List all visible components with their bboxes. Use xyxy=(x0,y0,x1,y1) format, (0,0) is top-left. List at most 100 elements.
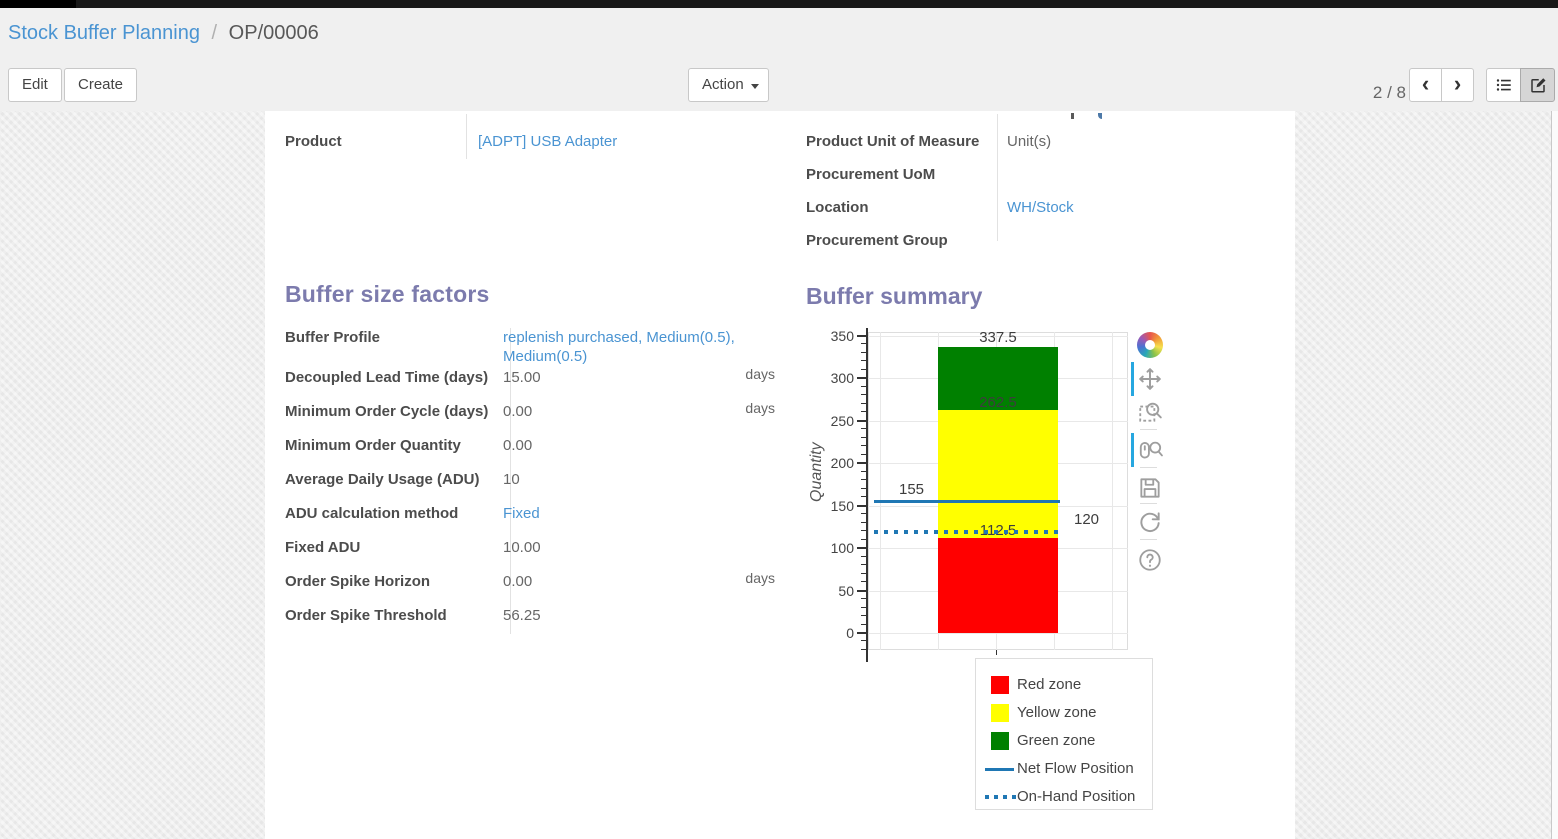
edit-button[interactable]: Edit xyxy=(8,68,62,102)
pager-next-button[interactable]: › xyxy=(1441,68,1474,102)
box-zoom-tool-icon[interactable] xyxy=(1137,399,1163,425)
field-value: 15.00 xyxy=(503,369,541,386)
y-minor-tick xyxy=(861,385,866,387)
zone-boundary-label: 337.5 xyxy=(979,328,1017,346)
reset-tool-icon[interactable] xyxy=(1137,509,1163,535)
field-label: Minimum Order Quantity xyxy=(285,437,461,454)
field-row: Average Daily Usage (ADU) 10 xyxy=(285,468,775,502)
net-flow-position-label: 155 xyxy=(899,481,925,499)
section-title-buffer-summary: Buffer summary xyxy=(806,283,983,309)
field-separator xyxy=(997,114,998,241)
legend-label: Green zone xyxy=(1017,732,1096,749)
form-view-button[interactable] xyxy=(1520,68,1555,102)
field-row: Minimum Order Cycle (days) 0.00 days xyxy=(285,400,775,434)
field-value: 0.00 xyxy=(503,573,533,590)
chart-legend: Red zone Yellow zone Green zone Net Flow Po… xyxy=(975,658,1153,810)
y-tick-label: 100 xyxy=(830,540,854,557)
y-minor-tick xyxy=(861,351,866,353)
field-value: 10.00 xyxy=(503,539,541,556)
field-label: Product Unit of Measure xyxy=(806,133,980,150)
legend-item: On-Hand Position xyxy=(976,783,1152,811)
y-minor-tick xyxy=(861,360,866,362)
zone-red-zone xyxy=(938,537,1058,633)
field-label: Location xyxy=(806,199,869,216)
y-minor-tick xyxy=(861,615,866,617)
field-separator xyxy=(510,328,511,634)
action-label: Action xyxy=(702,76,744,93)
y-minor-tick xyxy=(861,572,866,574)
y-tick-label: 300 xyxy=(830,370,854,387)
save-tool-icon[interactable] xyxy=(1137,475,1163,501)
field-unit: days xyxy=(745,570,775,586)
y-major-tick xyxy=(857,462,866,465)
buffer-factors-group: Buffer Profile replenish purchased, Mediu… xyxy=(285,326,775,638)
breadcrumb-parent-link[interactable]: Stock Buffer Planning xyxy=(8,22,200,44)
field-row: Procurement UoM xyxy=(806,163,1278,196)
field-separator xyxy=(466,114,467,159)
action-dropdown-button[interactable]: Action xyxy=(688,68,769,102)
help-tool-icon[interactable] xyxy=(1137,547,1163,573)
pan-tool-icon[interactable] xyxy=(1137,366,1163,392)
list-view-button[interactable] xyxy=(1486,68,1521,102)
wheel-zoom-tool-icon[interactable] xyxy=(1137,437,1163,463)
scrollbar-track[interactable] xyxy=(1551,111,1558,839)
field-row: Fixed ADU 10.00 xyxy=(285,536,775,570)
y-minor-tick xyxy=(861,640,866,642)
create-button[interactable]: Create xyxy=(64,68,138,102)
field-unit: days xyxy=(745,366,775,382)
section-title-buffer-size-factors: Buffer size factors xyxy=(285,281,490,307)
y-minor-tick xyxy=(861,513,866,515)
chart-y-axis-label: Quantity xyxy=(808,442,825,502)
y-minor-tick xyxy=(861,368,866,370)
field-label: Order Spike Horizon xyxy=(285,573,431,590)
y-minor-tick xyxy=(861,343,866,345)
clipped-row-fragment xyxy=(1098,113,1102,119)
field-label: Fixed ADU xyxy=(285,539,361,556)
y-axis-line xyxy=(866,328,868,662)
gridline xyxy=(1112,332,1113,650)
active-tool-indicator xyxy=(1131,433,1134,467)
field-value-link[interactable]: [ADPT] USB Adapter xyxy=(478,133,618,150)
legend-item: Yellow zone xyxy=(976,699,1152,727)
y-minor-tick xyxy=(861,598,866,600)
field-unit: days xyxy=(745,400,775,416)
field-row: ADU calculation method Fixed xyxy=(285,502,775,536)
y-minor-tick xyxy=(861,445,866,447)
field-value: 0.00 xyxy=(503,437,533,454)
field-label: Decoupled Lead Time (days) xyxy=(285,369,489,386)
legend-swatch-square xyxy=(991,676,1009,694)
gridline xyxy=(880,332,881,650)
bokeh-logo-icon[interactable] xyxy=(1137,332,1163,358)
y-major-tick xyxy=(857,377,866,380)
form-sheet: Product [ADPT] USB Adapter Product Unit o… xyxy=(265,111,1295,839)
y-major-tick xyxy=(857,335,866,337)
y-minor-tick xyxy=(861,564,866,566)
y-tick-label: 200 xyxy=(830,455,854,472)
y-minor-tick xyxy=(861,521,866,523)
legend-line-swatch xyxy=(985,768,1014,771)
field-row: Order Spike Threshold 56.25 xyxy=(285,604,775,638)
zone-yellow-zone xyxy=(938,410,1058,538)
legend-label: Yellow zone xyxy=(1017,704,1097,721)
field-label: Order Spike Threshold xyxy=(285,607,447,624)
on-hand-position-line xyxy=(874,530,1060,535)
field-value-link[interactable]: WH/Stock xyxy=(1007,199,1074,216)
y-tick-label: 0 xyxy=(846,625,854,641)
field-value-link[interactable]: Fixed xyxy=(503,505,540,522)
view-switcher xyxy=(1486,68,1555,102)
y-minor-tick xyxy=(861,453,866,455)
field-value-link[interactable]: replenish purchased, Medium(0.5), Medium… xyxy=(503,329,735,365)
control-panel: Stock Buffer Planning / OP/00006 Edit Cr… xyxy=(0,8,1558,112)
legend-item: Red zone xyxy=(976,671,1152,699)
y-minor-tick xyxy=(861,402,866,404)
field-row: Minimum Order Quantity 0.00 xyxy=(285,434,775,468)
field-row: Location WH/Stock xyxy=(806,196,1278,229)
caret-down-icon xyxy=(750,84,759,89)
pager-previous-button[interactable]: ‹ xyxy=(1409,68,1442,102)
net-flow-position-line xyxy=(874,500,1060,504)
buffer-summary-chart: Buffer summary Quantity 337.5 262.5 112.5 1… xyxy=(806,270,1295,836)
list-icon xyxy=(1496,79,1511,91)
breadcrumb-separator: / xyxy=(211,22,218,44)
y-minor-tick xyxy=(861,411,866,413)
pager-counter: 2 / 8 xyxy=(1372,83,1406,102)
